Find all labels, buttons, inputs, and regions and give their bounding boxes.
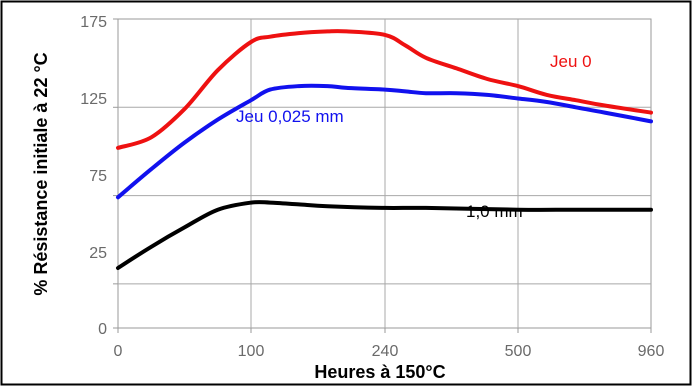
y-tick-label: 25 xyxy=(89,245,107,262)
series-label-jeu-0025: Jeu 0,025 mm xyxy=(236,107,344,126)
y-tick-labels: 0 25 75 125 175 xyxy=(80,14,107,338)
x-axis-title: Heures à 150°C xyxy=(314,362,445,382)
x-tick-label: 0 xyxy=(114,343,123,360)
tick-marks xyxy=(113,18,652,333)
series-label-1mm: 1,0 mm xyxy=(466,202,523,221)
series-label-jeu-0: Jeu 0 xyxy=(550,52,592,71)
y-tick-label: 125 xyxy=(80,91,107,108)
y-tick-label: 0 xyxy=(98,321,107,338)
y-axis-title: % Résistance initiale à 22 °C xyxy=(31,52,51,295)
x-tick-label: 960 xyxy=(638,343,665,360)
series-line-1mm xyxy=(116,200,653,270)
y-tick-label: 75 xyxy=(89,168,107,185)
x-tick-label: 100 xyxy=(238,343,265,360)
x-tick-label: 240 xyxy=(372,343,399,360)
y-tick-label: 175 xyxy=(80,14,107,31)
series-line-jeu-0 xyxy=(116,29,653,150)
x-tick-labels: 0 100 240 500 960 xyxy=(114,343,665,360)
series-lines xyxy=(116,29,653,270)
series-line-jeu-0025 xyxy=(116,83,653,200)
grid-lines xyxy=(118,19,651,328)
x-tick-label: 500 xyxy=(505,343,532,360)
